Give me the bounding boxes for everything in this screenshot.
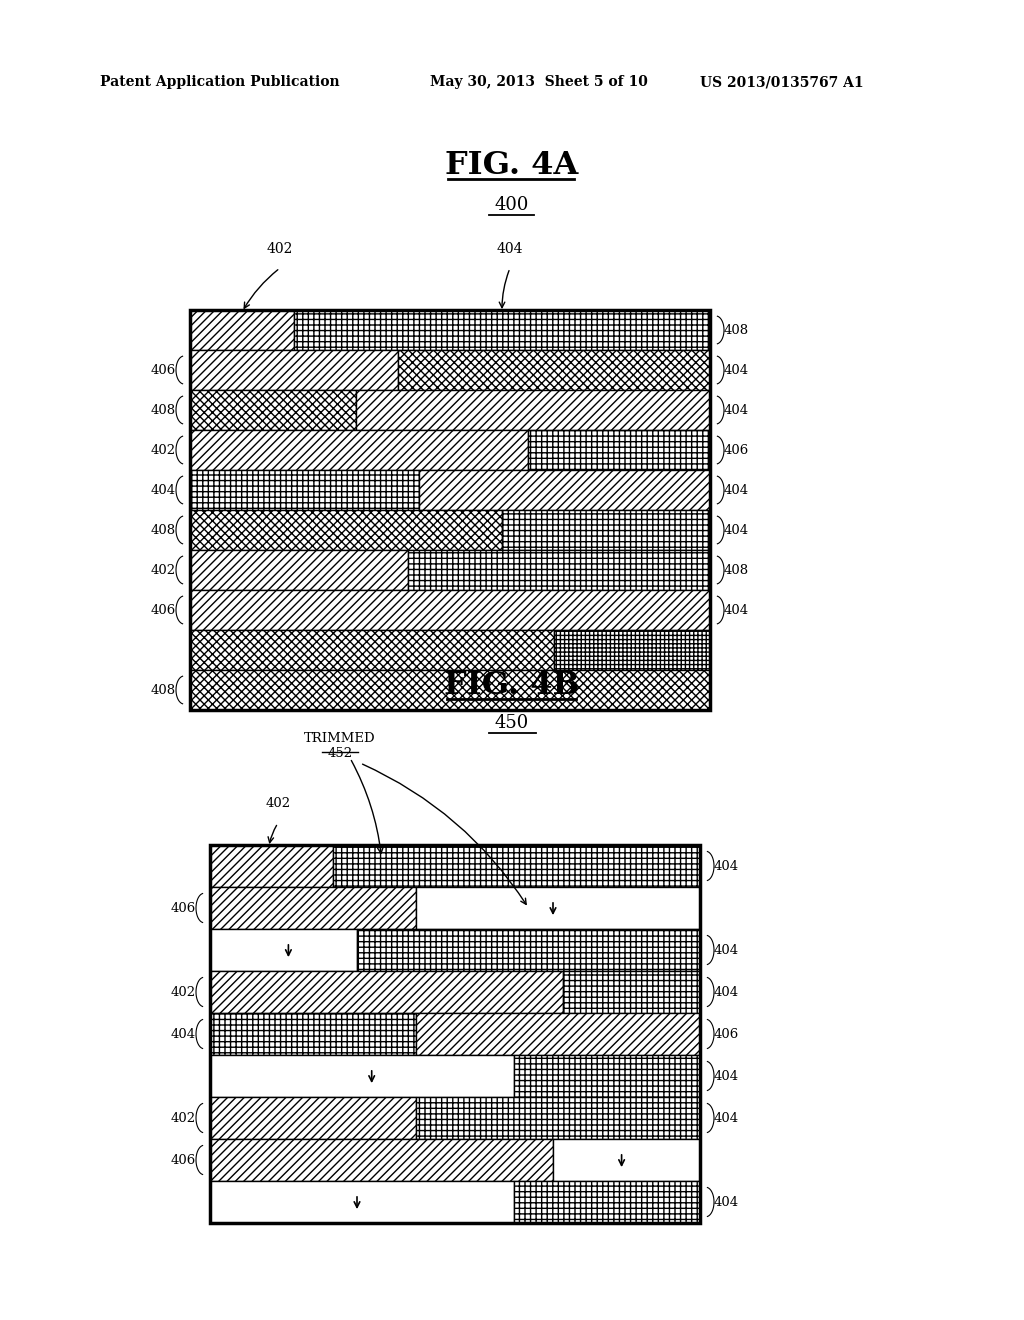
Bar — [210, 972, 563, 1012]
Text: 404: 404 — [151, 483, 176, 496]
Bar — [554, 630, 710, 671]
Bar — [416, 1012, 700, 1055]
Bar — [190, 590, 710, 630]
Text: Patent Application Publication: Patent Application Publication — [100, 75, 340, 88]
Bar — [333, 845, 700, 887]
Text: 408: 408 — [151, 404, 176, 417]
Text: 402: 402 — [151, 564, 176, 577]
Text: 404: 404 — [724, 404, 750, 417]
Bar — [190, 630, 554, 671]
Text: 404: 404 — [724, 363, 750, 376]
Text: May 30, 2013  Sheet 5 of 10: May 30, 2013 Sheet 5 of 10 — [430, 75, 648, 88]
Bar — [190, 671, 710, 710]
Text: 404: 404 — [714, 986, 739, 998]
Bar — [294, 310, 710, 350]
Text: 402: 402 — [171, 986, 196, 998]
Bar — [356, 389, 710, 430]
Bar — [210, 845, 333, 887]
Text: 402: 402 — [267, 242, 293, 256]
Text: 402: 402 — [171, 1111, 196, 1125]
Bar — [190, 310, 294, 350]
Bar — [398, 350, 710, 389]
Text: 406: 406 — [171, 1154, 196, 1167]
Bar — [190, 470, 419, 510]
Bar — [210, 1139, 553, 1181]
Bar — [210, 929, 357, 972]
Text: 450: 450 — [495, 714, 529, 733]
Text: 404: 404 — [724, 524, 750, 536]
Bar — [190, 310, 710, 710]
Bar — [210, 1055, 514, 1097]
Bar — [416, 1097, 700, 1139]
Bar — [210, 845, 700, 1224]
Bar — [514, 1055, 700, 1097]
Text: 404: 404 — [171, 1027, 196, 1040]
Text: US 2013/0135767 A1: US 2013/0135767 A1 — [700, 75, 863, 88]
Text: 406: 406 — [151, 603, 176, 616]
Text: 404: 404 — [714, 1111, 739, 1125]
Text: 404: 404 — [714, 1196, 739, 1209]
Bar — [210, 1181, 514, 1224]
Bar — [409, 550, 710, 590]
Text: 400: 400 — [495, 195, 529, 214]
Bar — [210, 1012, 416, 1055]
Text: 404: 404 — [724, 483, 750, 496]
Bar — [190, 550, 409, 590]
Bar — [553, 1139, 700, 1181]
Text: 404: 404 — [714, 944, 739, 957]
Bar — [528, 430, 710, 470]
Bar — [190, 389, 356, 430]
Bar — [416, 887, 700, 929]
Bar — [190, 430, 528, 470]
Text: FIG. 4B: FIG. 4B — [444, 669, 580, 701]
Text: 408: 408 — [151, 684, 176, 697]
Text: 404: 404 — [724, 603, 750, 616]
Text: 404: 404 — [714, 1069, 739, 1082]
Text: 406: 406 — [714, 1027, 739, 1040]
Bar — [502, 510, 710, 550]
Text: 402: 402 — [265, 797, 291, 810]
Text: 408: 408 — [151, 524, 176, 536]
Text: 408: 408 — [724, 323, 750, 337]
Text: 406: 406 — [171, 902, 196, 915]
Bar — [514, 1181, 700, 1224]
Text: 452: 452 — [328, 747, 352, 760]
Text: FIG. 4A: FIG. 4A — [445, 149, 579, 181]
Text: TRIMMED: TRIMMED — [304, 733, 376, 744]
Bar — [563, 972, 700, 1012]
Text: 404: 404 — [714, 859, 739, 873]
Text: 404: 404 — [497, 242, 523, 256]
Text: 406: 406 — [724, 444, 750, 457]
Bar — [357, 929, 700, 972]
Bar — [190, 510, 502, 550]
Bar — [190, 350, 398, 389]
Text: 402: 402 — [151, 444, 176, 457]
Bar — [419, 470, 710, 510]
Bar — [210, 1097, 416, 1139]
Bar — [210, 887, 416, 929]
Text: 408: 408 — [724, 564, 750, 577]
Text: 406: 406 — [151, 363, 176, 376]
